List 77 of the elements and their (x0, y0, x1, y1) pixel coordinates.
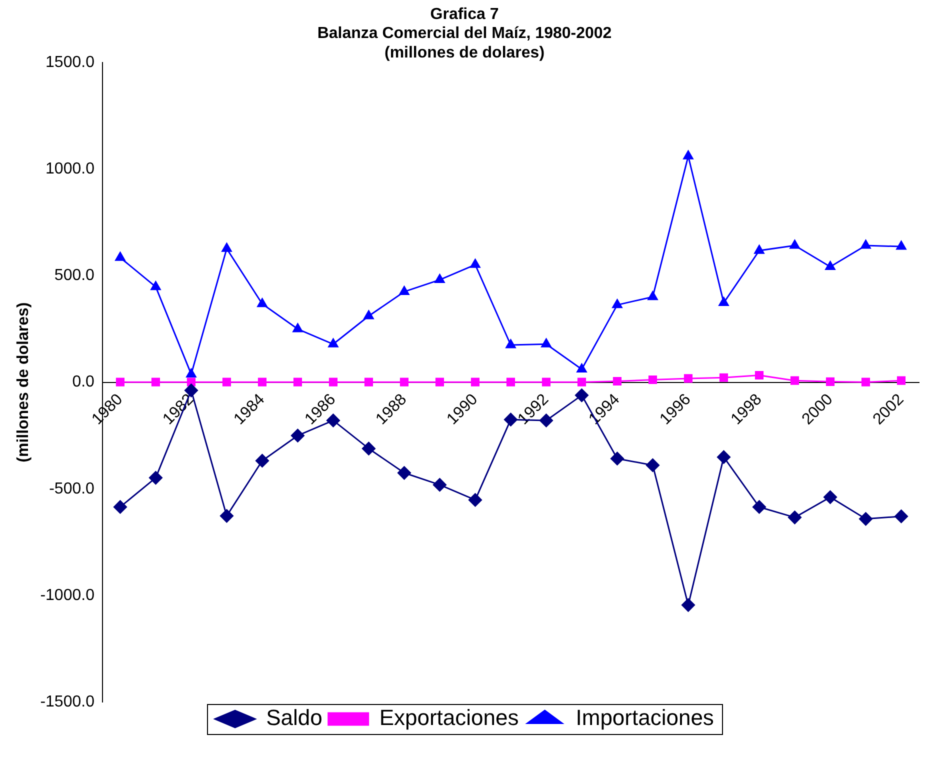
point (894, 510, 908, 524)
point (470, 258, 480, 268)
point (432, 478, 446, 492)
point (397, 466, 411, 480)
point (576, 364, 587, 373)
point (293, 378, 302, 386)
point (328, 338, 338, 348)
point (504, 412, 518, 426)
point (610, 452, 624, 466)
point (399, 286, 410, 295)
point (612, 376, 622, 386)
point (826, 377, 835, 386)
point (506, 339, 516, 348)
point (859, 512, 872, 526)
point (150, 281, 161, 290)
point (470, 378, 480, 386)
y-tick-label: -500.0 (49, 480, 95, 498)
point (718, 297, 729, 306)
point (328, 378, 338, 386)
y-tick-label: -1000.0 (40, 586, 95, 604)
point (222, 242, 232, 252)
point (648, 291, 658, 300)
y-tick-label: -1500.0 (40, 693, 95, 710)
point (292, 323, 303, 332)
point (860, 240, 871, 249)
point (896, 376, 906, 385)
point (257, 298, 268, 308)
y-tick-label: 1500.0 (46, 54, 95, 72)
chart-title: Grafica 7 Balanza Comercial del Maíz, 1980-2002 (millones de dolares) (317, 6, 612, 62)
point (220, 509, 234, 523)
point (790, 376, 800, 385)
point (577, 378, 586, 386)
point (186, 368, 196, 378)
point (719, 373, 728, 382)
point (468, 493, 482, 507)
point (113, 500, 127, 514)
point (825, 261, 836, 270)
point (861, 378, 870, 386)
point (754, 370, 764, 380)
point (434, 274, 445, 284)
point (788, 510, 802, 524)
point (116, 378, 124, 386)
point (222, 378, 232, 386)
point (612, 299, 622, 308)
point (255, 454, 269, 468)
point (683, 150, 694, 160)
point (115, 252, 126, 261)
y-axis-title: (millones de dolares) (15, 302, 32, 462)
point (752, 500, 766, 514)
y-tick-label: 0.0 (72, 374, 95, 391)
point (258, 378, 267, 386)
point (790, 240, 800, 249)
point (400, 378, 409, 386)
point (290, 428, 304, 442)
y-tick-label: 500.0 (54, 267, 95, 284)
point (681, 598, 695, 612)
point (364, 310, 374, 320)
point (541, 338, 552, 348)
point (364, 378, 374, 386)
point (648, 375, 658, 384)
point (435, 378, 444, 386)
point (362, 442, 376, 456)
point (684, 374, 693, 383)
y-tick-label: 1000.0 (46, 160, 95, 178)
point (574, 388, 588, 402)
point (716, 450, 730, 464)
point (506, 378, 516, 386)
legend-label: Exportaciones (379, 705, 519, 730)
point (896, 240, 906, 250)
point (151, 378, 160, 386)
point (148, 471, 162, 485)
legend-label: Importaciones (576, 705, 714, 730)
point (646, 458, 660, 472)
point (754, 244, 764, 254)
legend-label: Saldo (266, 705, 322, 730)
point (823, 490, 837, 504)
point (542, 378, 551, 386)
